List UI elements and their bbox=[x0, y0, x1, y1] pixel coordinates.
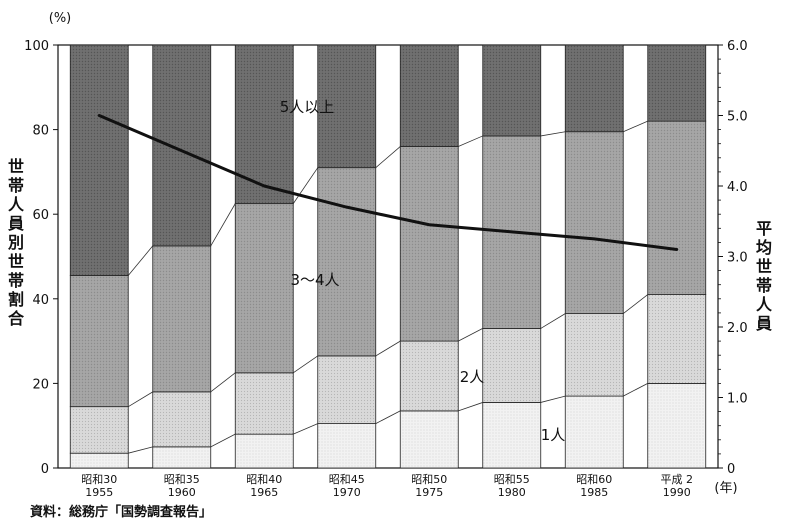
y2-tick-label-3: 3.0 bbox=[727, 251, 748, 266]
bar-segment-1-7 bbox=[564, 395, 624, 469]
segment-label-5plus: 5人以上 bbox=[280, 98, 335, 116]
connector-1-5 bbox=[458, 402, 483, 412]
bar-segment-4-8 bbox=[647, 44, 707, 122]
bar-segment-3-8 bbox=[647, 120, 707, 295]
connector-3-2 bbox=[210, 203, 236, 247]
y-unit-label: (%) bbox=[49, 11, 72, 26]
x-tick-label-8-1: 平成 2 bbox=[661, 473, 694, 486]
x-tick-label-6-2: 1980 bbox=[498, 486, 526, 499]
connector-3-3 bbox=[292, 167, 319, 204]
bar-segment-3-7 bbox=[564, 131, 624, 315]
y2-tick-label-0: 0 bbox=[727, 462, 735, 477]
segment-connectors bbox=[127, 120, 648, 454]
connector-3-5 bbox=[458, 135, 483, 147]
y-tick-label-0: 0 bbox=[41, 462, 49, 477]
x-tick-label-2-2: 1960 bbox=[168, 486, 196, 499]
x-tick-label-8-2: 1990 bbox=[663, 486, 691, 499]
connector-1-6 bbox=[540, 395, 566, 403]
source-note: 資料：総務庁「国勢調査報告」 bbox=[30, 504, 212, 520]
y2-axis-label: 平均世帯人員 bbox=[755, 219, 773, 333]
connector-3-4 bbox=[375, 146, 401, 168]
y-tick-label-5: 100 bbox=[24, 39, 49, 54]
x-tick-label-7-2: 1985 bbox=[580, 486, 608, 499]
bar-segment-2-5 bbox=[399, 340, 459, 412]
y2-tick-label-4: 4.0 bbox=[727, 180, 748, 195]
x-tick-label-1-1: 昭和30 bbox=[81, 473, 117, 486]
connector-1-2 bbox=[210, 433, 236, 448]
connector-1-3 bbox=[293, 423, 318, 435]
connector-1-7 bbox=[623, 383, 648, 397]
segment-label-3to4: 3～4人 bbox=[290, 271, 339, 289]
bar-segment-2-7 bbox=[564, 313, 624, 397]
connector-1-1 bbox=[128, 446, 153, 454]
bar-segment-2-2 bbox=[152, 391, 212, 448]
average-line-path bbox=[97, 114, 679, 251]
y2-tick-label-2: 2.0 bbox=[727, 321, 748, 336]
bar-segment-3-3 bbox=[234, 203, 294, 374]
bar-segment-4-4 bbox=[317, 44, 377, 169]
bar-segment-2-4 bbox=[317, 355, 377, 424]
bar-segment-3-1 bbox=[69, 275, 129, 408]
bar-segment-4-2 bbox=[152, 44, 212, 247]
bar-segment-2-3 bbox=[234, 372, 294, 435]
y2-tick-label-6: 6.0 bbox=[727, 39, 748, 54]
bar-segment-3-5 bbox=[399, 146, 459, 342]
segment-label-2: 2人 bbox=[460, 368, 485, 386]
bar-segment-3-4 bbox=[317, 167, 377, 357]
bar-segment-4-5 bbox=[399, 44, 459, 147]
bar-segment-1-6 bbox=[482, 402, 542, 469]
x-tick-label-1-2: 1955 bbox=[85, 486, 113, 499]
bar-segment-2-1 bbox=[69, 406, 129, 454]
connector-3-7 bbox=[623, 120, 648, 133]
bar-segment-2-8 bbox=[647, 294, 707, 384]
connector-2-4 bbox=[375, 340, 401, 357]
x-tick-label-5-1: 昭和50 bbox=[411, 473, 447, 486]
bar-segment-4-7 bbox=[564, 44, 624, 133]
x-tick-label-4-2: 1970 bbox=[333, 486, 361, 499]
x-tick-label-6-1: 昭和55 bbox=[494, 473, 530, 486]
segment-label-1: 1人 bbox=[541, 426, 566, 444]
right-axis-ticks: 0 1.0 2.0 3.0 4.0 5.0 6.0 bbox=[718, 39, 748, 477]
y2-tick-label-5: 5.0 bbox=[727, 110, 748, 125]
bar-segment-1-5 bbox=[399, 410, 459, 469]
connector-2-5 bbox=[458, 328, 483, 342]
x-tick-label-2-1: 昭和35 bbox=[164, 473, 200, 486]
y-tick-label-2: 40 bbox=[32, 293, 49, 308]
bar-segment-4-3 bbox=[234, 44, 294, 205]
x-tick-label-3-1: 昭和40 bbox=[246, 473, 282, 486]
bar-segment-4-1 bbox=[69, 44, 129, 276]
connector-2-2 bbox=[210, 372, 236, 393]
connector-2-3 bbox=[293, 355, 318, 374]
connector-3-1 bbox=[127, 245, 154, 276]
connector-2-1 bbox=[128, 391, 153, 408]
bar-segment-1-8 bbox=[647, 382, 707, 469]
left-axis-ticks: 0 20 40 60 80 100 bbox=[24, 39, 58, 477]
y-tick-label-1: 20 bbox=[32, 377, 49, 392]
x-tick-label-5-2: 1975 bbox=[415, 486, 443, 499]
x-tick-label-4-1: 昭和45 bbox=[329, 473, 365, 486]
x-tick-label-3-2: 1965 bbox=[250, 486, 278, 499]
bar-segment-1-4 bbox=[317, 423, 377, 469]
bar-segment-2-6 bbox=[482, 328, 542, 403]
connector-1-4 bbox=[375, 410, 401, 424]
x-tick-label-7-1: 昭和60 bbox=[576, 473, 612, 486]
connector-2-7 bbox=[623, 294, 648, 314]
bar-segment-1-1 bbox=[69, 452, 129, 469]
stacked-bars bbox=[69, 44, 707, 469]
connector-2-6 bbox=[540, 313, 566, 329]
average-household-line bbox=[97, 114, 679, 251]
y-tick-label-3: 60 bbox=[32, 208, 49, 223]
y2-tick-label-1: 1.0 bbox=[727, 392, 748, 407]
y-axis-label: 世帯人員別世帯割合 bbox=[7, 157, 25, 328]
y-tick-label-4: 80 bbox=[32, 124, 49, 139]
bar-segment-4-6 bbox=[482, 44, 542, 137]
bar-segment-3-2 bbox=[152, 245, 212, 393]
bar-segment-1-2 bbox=[152, 446, 212, 469]
connector-3-6 bbox=[540, 131, 566, 137]
bar-segment-1-3 bbox=[234, 433, 294, 469]
x-unit-label: (年) bbox=[714, 481, 737, 496]
